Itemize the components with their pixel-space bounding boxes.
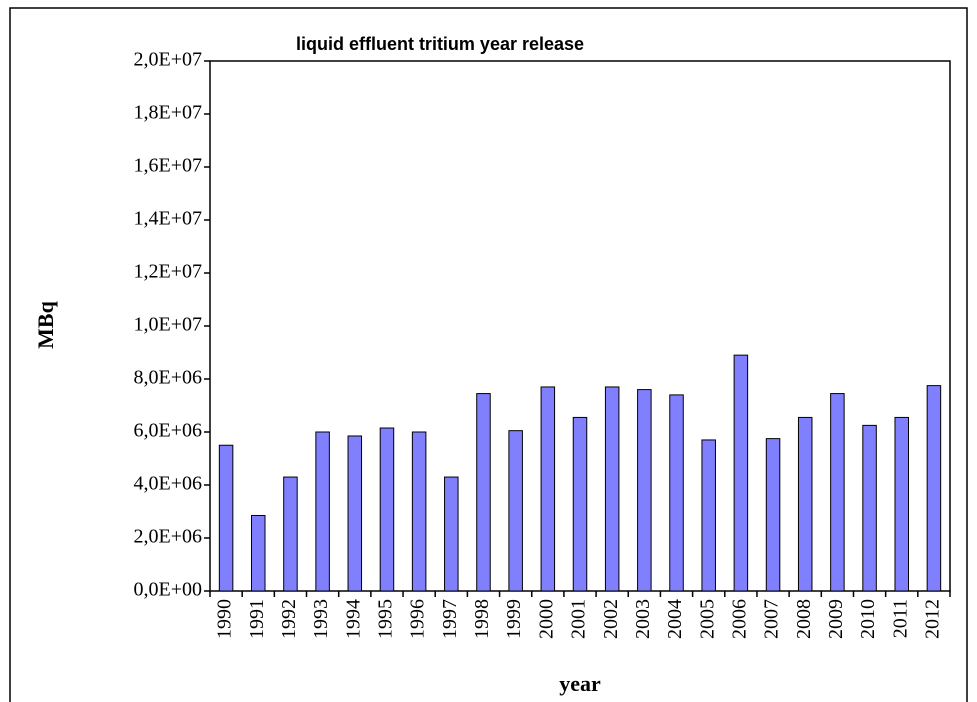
x-tick-label: 1990 xyxy=(214,599,236,639)
x-tick-label: 1996 xyxy=(407,599,429,639)
bar xyxy=(830,393,845,592)
x-tick-label: 2004 xyxy=(664,599,686,639)
x-tick-label: 2012 xyxy=(922,599,944,639)
bar xyxy=(894,416,909,592)
bar xyxy=(251,514,266,592)
y-tick-label: 1,2E+07 xyxy=(134,261,203,283)
x-tick-label: 1994 xyxy=(342,599,364,639)
x-tick-label: 2000 xyxy=(535,599,557,639)
x-axis-title: year xyxy=(559,671,601,696)
x-tick-label: 1993 xyxy=(310,599,332,639)
y-tick-label: 1,4E+07 xyxy=(134,208,203,230)
x-tick-label: 1995 xyxy=(375,599,397,639)
chart-frame xyxy=(9,7,968,702)
x-tick-label: 2010 xyxy=(857,599,879,639)
x-tick-label: 1999 xyxy=(503,599,525,639)
bar xyxy=(637,389,652,592)
bar xyxy=(540,386,556,592)
bar xyxy=(862,424,877,592)
y-tick-label: 8,0E+06 xyxy=(134,367,203,389)
y-tick-label: 6,0E+06 xyxy=(134,420,203,442)
y-tick-label: 1,0E+07 xyxy=(134,314,203,336)
y-tick-label: 2,0E+07 xyxy=(134,49,203,71)
bar xyxy=(508,430,523,592)
x-tick-label: 2002 xyxy=(600,599,622,639)
bar xyxy=(379,427,395,592)
x-tick-label: 2009 xyxy=(825,599,847,639)
bar xyxy=(476,393,491,592)
y-tick-label: 2,0E+06 xyxy=(134,526,203,548)
x-tick-label: 2008 xyxy=(793,599,815,639)
bar xyxy=(797,416,813,592)
bar xyxy=(765,438,781,592)
bar xyxy=(604,386,620,592)
x-tick-label: 2006 xyxy=(728,599,750,639)
bar xyxy=(926,385,942,592)
y-tick-label: 4,0E+06 xyxy=(134,473,203,495)
chart-title: liquid effluent tritium year release xyxy=(296,34,584,54)
bar xyxy=(411,431,427,592)
bar xyxy=(444,476,459,592)
bar xyxy=(733,354,749,592)
y-axis-title: MBq xyxy=(33,300,58,348)
bar xyxy=(572,416,588,592)
x-tick-label: 2001 xyxy=(568,599,590,639)
bar xyxy=(218,444,234,592)
x-tick-label: 2005 xyxy=(696,599,718,639)
y-tick-label: 0,0E+00 xyxy=(134,579,203,601)
bar xyxy=(669,394,684,592)
bar xyxy=(283,476,298,592)
bar xyxy=(315,431,330,592)
x-tick-label: 1992 xyxy=(278,599,300,639)
y-tick-label: 1,8E+07 xyxy=(134,102,203,124)
y-tick-label: 1,6E+07 xyxy=(134,155,203,177)
x-tick-label: 1997 xyxy=(439,599,461,639)
bar xyxy=(701,439,716,592)
x-tick-label: 1998 xyxy=(471,599,493,639)
x-tick-label: 2011 xyxy=(889,599,911,638)
x-tick-label: 1991 xyxy=(246,599,268,639)
bar xyxy=(347,435,363,592)
x-tick-label: 2007 xyxy=(761,599,783,639)
x-tick-label: 2003 xyxy=(632,599,654,639)
